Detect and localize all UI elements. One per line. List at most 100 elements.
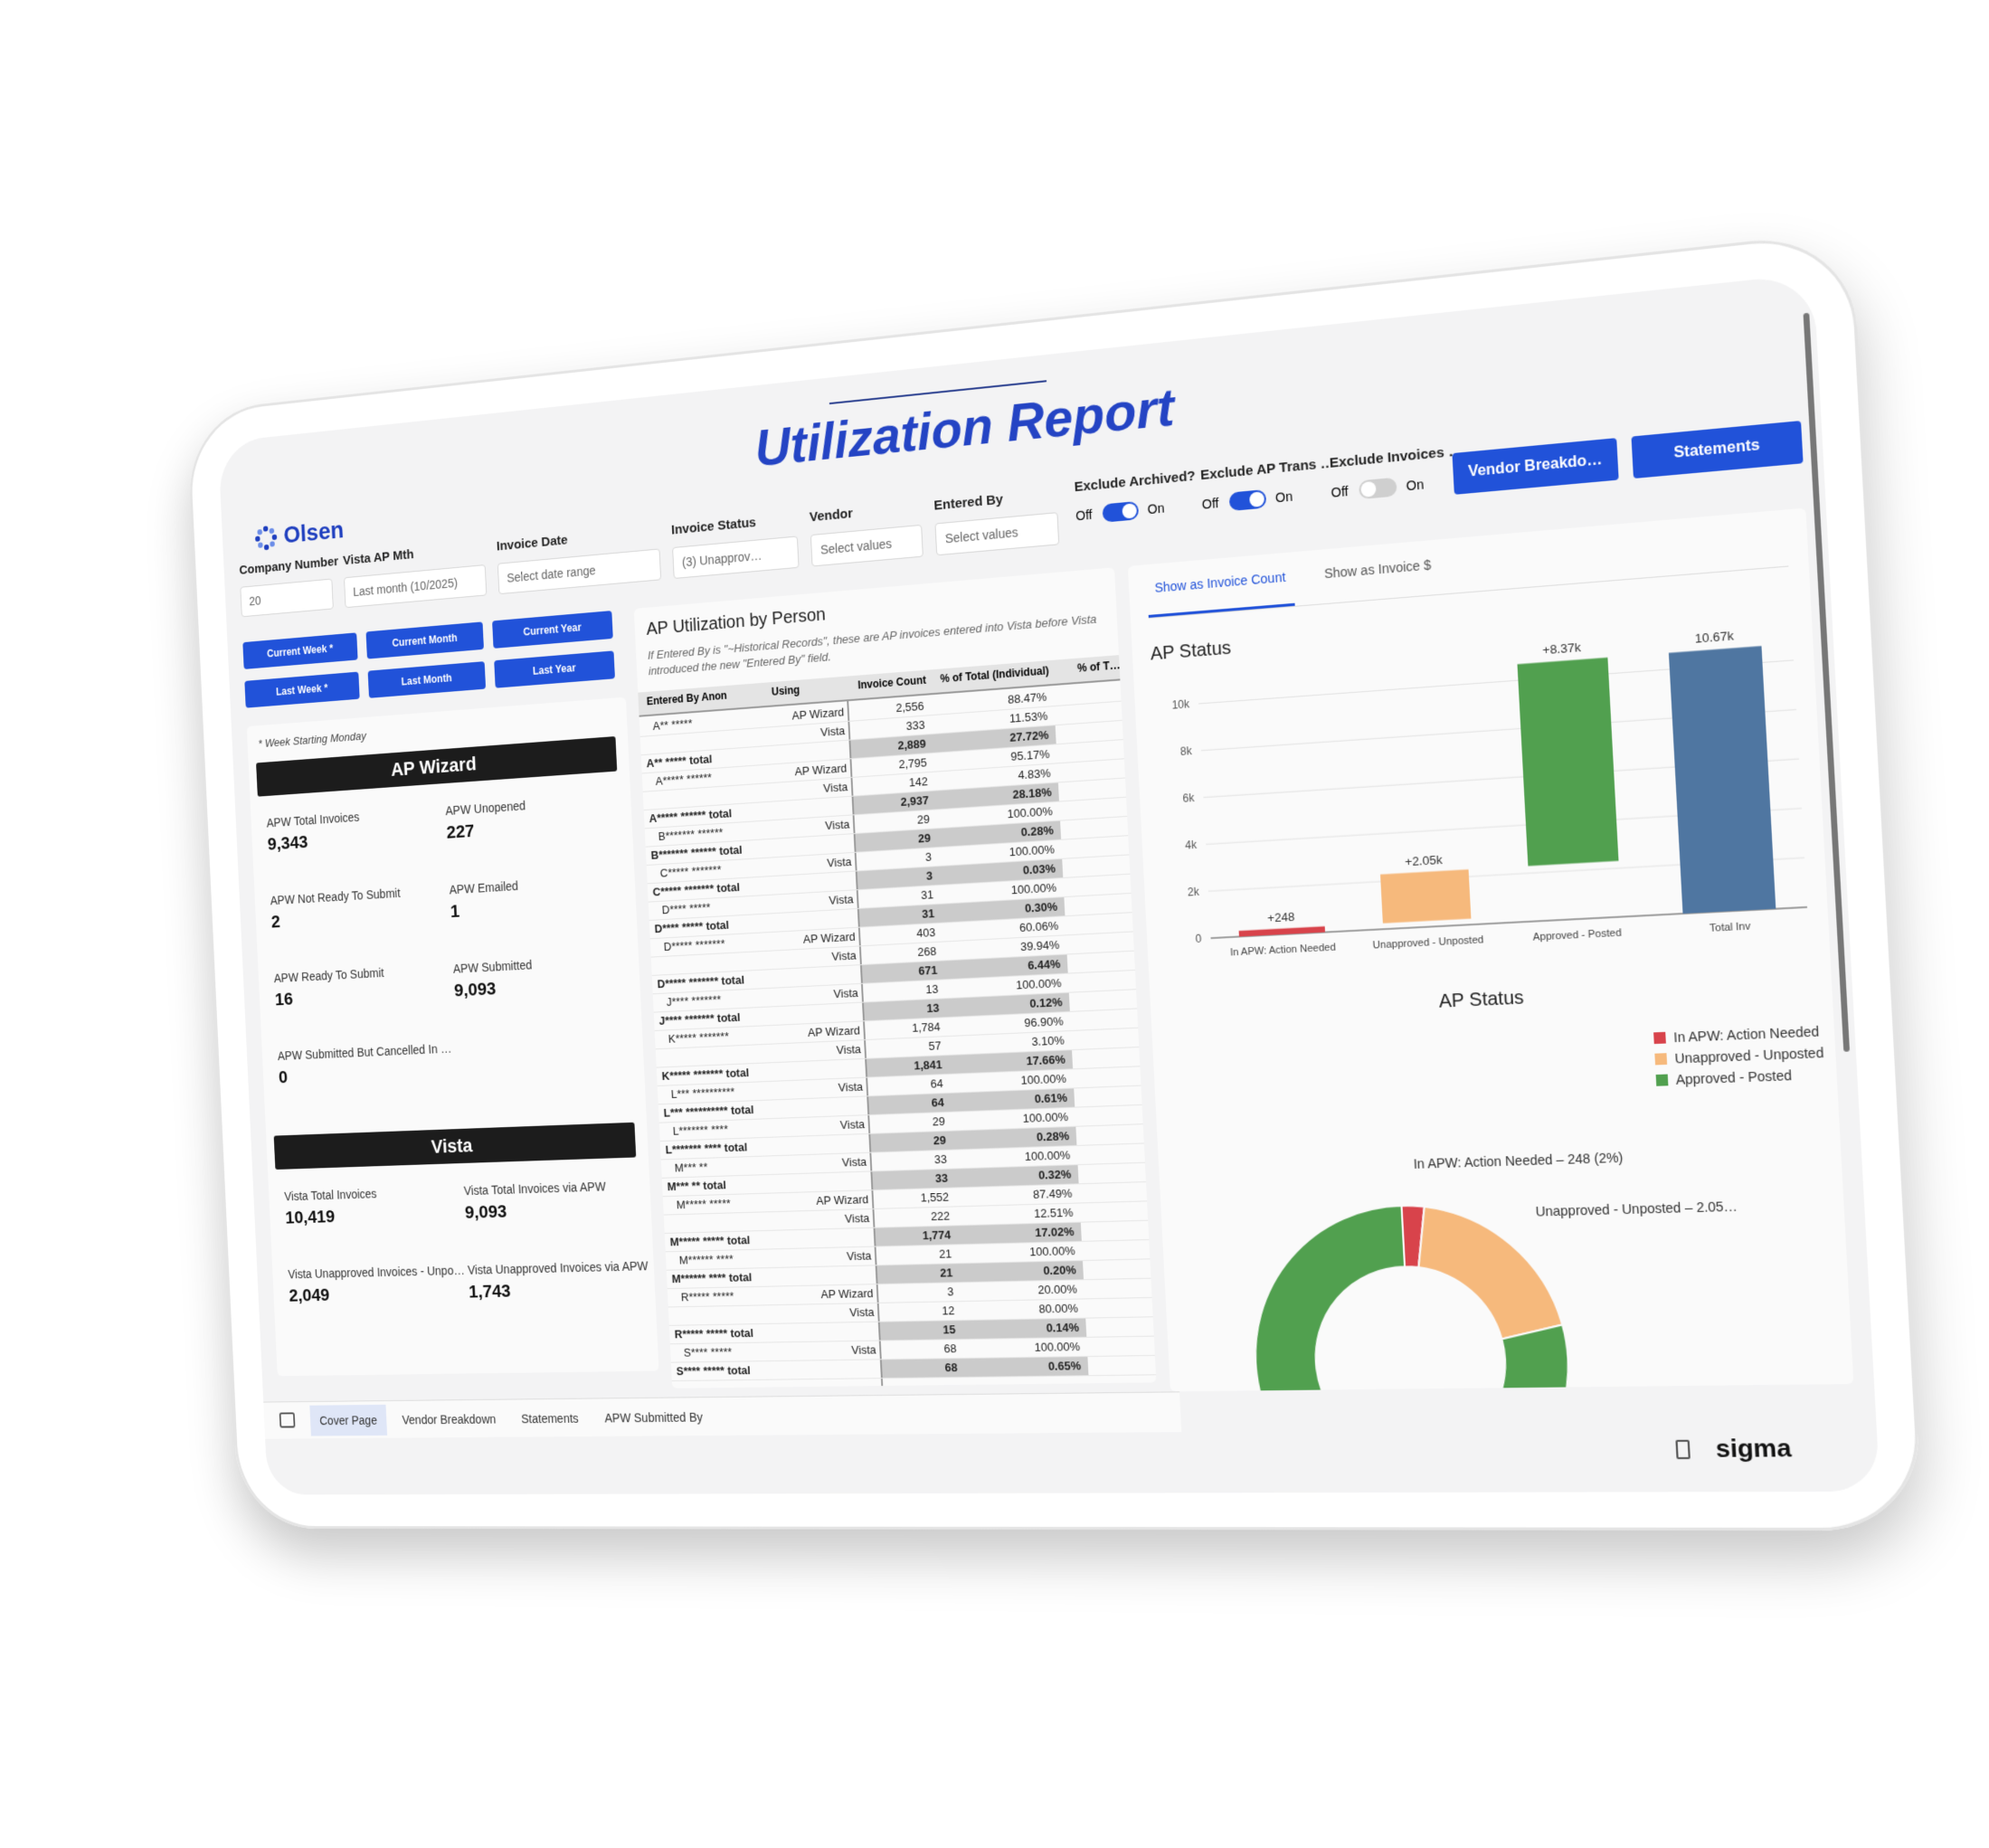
chart-title: AP Status [1438, 988, 1524, 1012]
y-tick-label: 0 [1195, 933, 1201, 945]
row-count: 68 [943, 1341, 957, 1356]
filter-label: Vista AP Mth [342, 546, 414, 569]
row-count: 1,552 [920, 1189, 950, 1205]
row-count: 64 [930, 1076, 944, 1091]
row-share: 20.00% [1037, 1282, 1078, 1297]
donut-slice [1416, 1203, 1563, 1341]
toggle-knob [1249, 491, 1265, 508]
metric-label: APW Submitted [452, 957, 533, 976]
nav-button[interactable]: Vendor Breakdo… [1452, 438, 1619, 495]
row-count: 33 [934, 1170, 949, 1186]
row-count: 33 [933, 1151, 948, 1167]
row-share: 80.00% [1038, 1301, 1079, 1316]
page-tab[interactable]: APW Submitted By [604, 1409, 704, 1426]
section-header: Vista [273, 1122, 637, 1170]
logo-dot [262, 526, 269, 532]
kpi-panel: * Week Starting Monday AP Wizard APW Total… [246, 697, 659, 1377]
filter-input[interactable]: (3) Unapprov… [672, 535, 800, 579]
row-count: 222 [930, 1208, 951, 1224]
row-using: Vista [838, 1079, 864, 1095]
row-count: 15 [942, 1322, 956, 1337]
metric-value: 9,093 [453, 979, 497, 1001]
logo-dot [271, 534, 278, 541]
column-header: Invoice Count [857, 673, 927, 692]
period-button[interactable]: Current Month [365, 621, 484, 659]
row-name: M****** **** [678, 1252, 734, 1267]
view-tab[interactable]: Show as Invoice $ [1323, 556, 1432, 582]
waterfall-chart: AP Status 0 2k 4k 6k 8k 10k +248 In APW: Action … [1150, 629, 1830, 959]
toggle-switch[interactable] [1102, 500, 1140, 523]
add-page-icon[interactable] [279, 1412, 296, 1428]
view-tab[interactable]: Show as Invoice Count [1146, 568, 1295, 618]
page-tab[interactable]: Cover Page [309, 1404, 388, 1436]
toggle-off: Off [1075, 507, 1093, 524]
y-tick-label: 2k [1188, 886, 1200, 899]
metric-label: APW Emailed [449, 878, 519, 897]
row-share: 0.32% [1037, 1167, 1072, 1182]
logo-dot [263, 544, 270, 551]
logo-dot [258, 542, 263, 548]
y-tick-label: 10k [1171, 699, 1189, 712]
row-using: Vista [841, 1154, 867, 1170]
bookmark-icon[interactable] [1675, 1439, 1691, 1460]
data-label: In APW: Action Needed – 248 (2%) [1413, 1150, 1624, 1171]
y-tick-label: 4k [1185, 839, 1198, 852]
toggle-label: Exclude Archived? [1074, 468, 1197, 496]
row-share: 87.49% [1032, 1186, 1073, 1201]
filter-input[interactable]: Last month (10/2025) [344, 564, 488, 609]
chart-title: AP Status [1150, 638, 1231, 664]
toggle-on: On [1147, 500, 1165, 517]
period-button[interactable]: Last Month [367, 661, 487, 698]
period-button[interactable]: Last Year [494, 650, 615, 688]
logo: Olsen [252, 516, 345, 557]
period-button[interactable]: Current Week * [242, 632, 358, 669]
row-using: Vista [831, 948, 857, 963]
y-tick-label: 8k [1180, 746, 1193, 759]
data-label: +2.05k [1405, 852, 1444, 868]
filter-label: Entered By [933, 491, 1004, 514]
toggle-switch[interactable] [1228, 488, 1267, 512]
toggle-off: Off [1331, 483, 1350, 500]
row-count: 1,841 [914, 1057, 942, 1073]
row-name: S**** ***** [683, 1345, 733, 1360]
data-label: +248 [1267, 910, 1295, 925]
legend-label: Unapproved - Unposted [1674, 1045, 1824, 1066]
legend-swatch [1654, 1053, 1668, 1066]
toggle-switch[interactable] [1359, 477, 1397, 500]
row-count: 29 [933, 1132, 947, 1148]
row-share: 0.65% [1047, 1359, 1082, 1373]
nav-button[interactable]: Statements [1631, 421, 1804, 479]
row-name: R***** ***** total [674, 1326, 754, 1341]
page-tab-bar: Cover Page Vendor Breakdown Statements APW … [263, 1391, 1182, 1439]
filter-input[interactable]: Select values [810, 524, 923, 567]
metric-label: APW Ready To Submit [273, 965, 384, 986]
toggle-label: Exclude Invoices … [1329, 442, 1463, 472]
dashboard-screen: Olsen Utilization Report Company Number 20 V… [217, 273, 1880, 1495]
metric-value: 2,049 [289, 1284, 330, 1306]
toggle-label: Exclude AP Trans … [1199, 455, 1335, 484]
row-share: 12.51% [1033, 1205, 1074, 1221]
period-button[interactable]: Current Year [492, 611, 613, 649]
metric-value: 16 [274, 989, 294, 1010]
period-button[interactable]: Last Week * [244, 671, 360, 708]
filter-input[interactable]: 20 [240, 578, 334, 618]
kpi-note: * Week Starting Monday [258, 729, 367, 751]
row-name: M***** ***** [676, 1196, 731, 1212]
row-name: S**** ***** total [676, 1363, 751, 1379]
filter-input[interactable]: Select date range [497, 548, 662, 595]
row-count: 29 [932, 1114, 946, 1129]
page-tab[interactable]: Vendor Breakdown [402, 1412, 497, 1427]
row-count: 68 [944, 1360, 958, 1375]
tablet-frame: Olsen Utilization Report Company Number 20 V… [185, 230, 1924, 1531]
row-name: R***** ***** [680, 1289, 734, 1304]
x-tick-label: Approved - Posted [1532, 928, 1622, 943]
logo-dot [270, 541, 275, 547]
row-using: Vista [839, 1117, 866, 1132]
filter-input[interactable]: Select values [934, 512, 1060, 556]
metric-label: Vista Total Invoices [283, 1186, 377, 1204]
filter-label: Vendor [809, 506, 854, 526]
column-header: Using [771, 683, 800, 698]
toggle-off: Off [1201, 495, 1219, 512]
page-tab[interactable]: Statements [520, 1411, 579, 1426]
